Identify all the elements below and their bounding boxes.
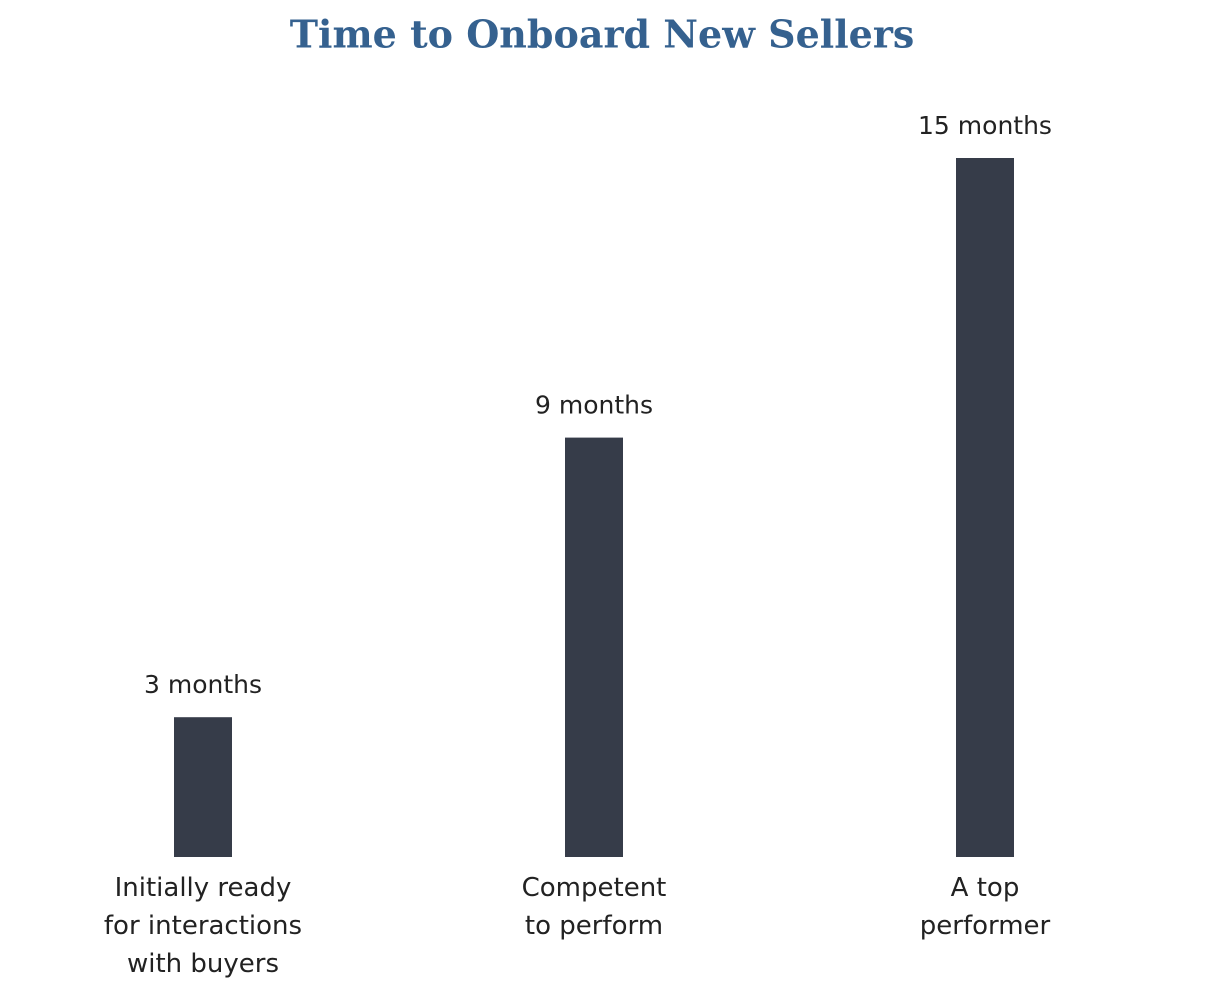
chart-title: Time to Onboard New Sellers — [290, 12, 914, 57]
category-label: Initially ready for interactions with bu… — [103, 873, 303, 979]
value-label: 15 months — [918, 111, 1052, 140]
bar — [565, 437, 623, 857]
bar — [174, 717, 232, 857]
value-label: 3 months — [144, 670, 262, 699]
category-label: Competent to perform — [521, 873, 667, 941]
value-label: 9 months — [535, 391, 653, 420]
bar — [956, 158, 1014, 857]
category-label: A top performer — [919, 873, 1051, 941]
